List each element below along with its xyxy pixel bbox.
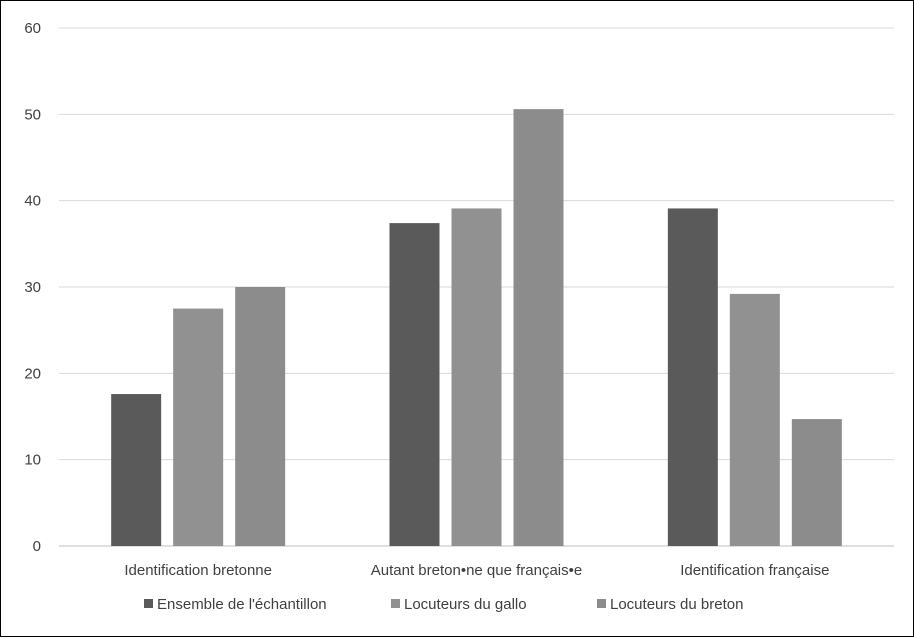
bar <box>791 419 842 546</box>
y-tick-label: 50 <box>24 106 41 123</box>
legend-label: Ensemble de l'échantillon <box>157 596 327 613</box>
bar <box>111 394 162 546</box>
bar <box>173 308 224 546</box>
bar <box>235 287 286 546</box>
bar <box>513 109 564 547</box>
bar <box>451 208 502 547</box>
y-tick-label: 0 <box>33 538 41 555</box>
legend-swatch <box>597 599 606 608</box>
legend-label: Locuteurs du breton <box>610 596 743 613</box>
legend-label: Locuteurs du gallo <box>404 596 527 613</box>
legend-swatch <box>391 599 400 608</box>
bar <box>729 293 780 546</box>
legend-swatch <box>144 599 153 608</box>
bar <box>667 208 718 547</box>
bar <box>389 223 440 546</box>
y-tick-label: 40 <box>24 193 41 210</box>
y-tick-label: 60 <box>24 20 41 37</box>
x-category-label: Identification bretonne <box>124 562 272 579</box>
y-tick-label: 10 <box>24 452 41 469</box>
y-tick-label: 20 <box>24 365 41 382</box>
x-category-label: Autant breton•ne que français•e <box>371 562 582 579</box>
y-tick-label: 30 <box>24 279 41 296</box>
x-category-label: Identification française <box>680 562 829 579</box>
